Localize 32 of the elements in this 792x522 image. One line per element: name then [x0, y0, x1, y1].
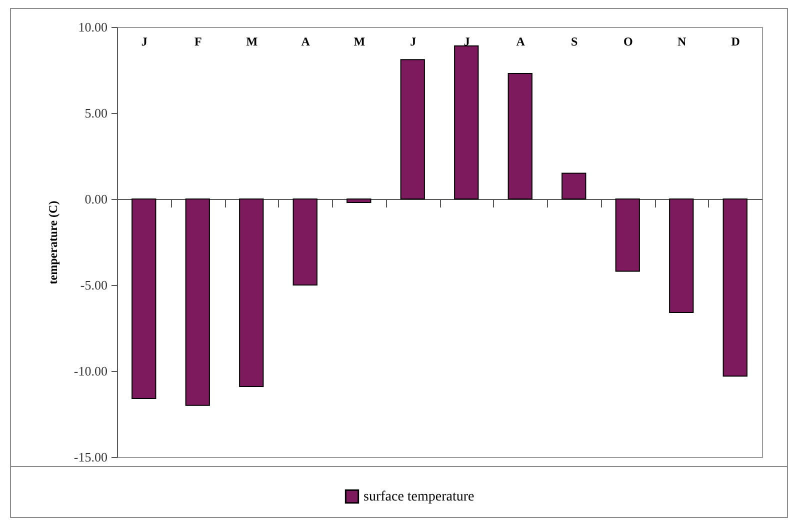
bar [400, 59, 425, 200]
bar [454, 45, 479, 200]
x-tick-label: N [678, 34, 687, 48]
bar [562, 172, 586, 200]
y-tick-label: -15.00 [74, 450, 108, 464]
x-tick-label: M [354, 34, 366, 48]
bar [615, 198, 640, 272]
bar [239, 198, 264, 387]
bar [669, 198, 694, 314]
y-tick-label: 5.00 [84, 106, 108, 120]
bar [185, 198, 210, 406]
y-tick-label: -5.00 [80, 278, 108, 292]
x-tick-label: A [301, 34, 310, 48]
y-tick-label: 0.00 [84, 192, 108, 206]
legend-label: surface temperature [364, 490, 474, 504]
bar [346, 198, 372, 203]
bar [508, 72, 532, 200]
bar [132, 198, 156, 400]
y-tick-label: 10.00 [78, 20, 108, 34]
x-tick-label: J [410, 34, 416, 48]
x-tick-label: F [194, 34, 202, 48]
x-tick-label: M [246, 34, 258, 48]
x-tick-label: S [571, 34, 578, 48]
y-tick-label: -10.00 [74, 364, 108, 378]
x-tick-label: D [731, 34, 740, 48]
x-tick-label: J [464, 34, 470, 48]
x-tick-label: O [623, 34, 633, 48]
y-axis-title: temperature (C) [46, 200, 60, 284]
bar [292, 198, 318, 286]
bar [722, 198, 748, 377]
x-tick-label: A [516, 34, 526, 48]
x-tick-label: J [141, 34, 148, 48]
